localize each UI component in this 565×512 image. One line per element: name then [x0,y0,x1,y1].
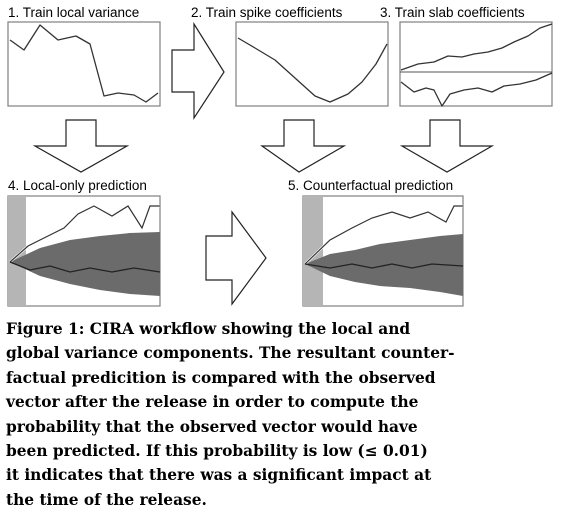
caption-line: the time of the release. [6,488,560,512]
caption-text: CIRA workflow showing the local and [90,320,410,338]
caption-line: it indicates that there was a significan… [6,463,560,487]
caption-line: vector after the release in order to com… [6,390,560,414]
panel-1-plot [8,22,160,106]
right-arrow-icon [206,212,266,304]
panel-1-title: 1. Train local variance [8,5,139,20]
down-arrow-icon [402,120,492,172]
caption-line: Figure 1: CIRA workflow showing the loca… [6,317,560,341]
panel-5-title: 5. Counterfactual prediction [288,178,453,193]
caption-line: probability that the observed vector wou… [6,415,560,439]
panel-5-plot [303,196,463,306]
panel-3-title: 3. Train slab coefficients [380,5,525,20]
workflow-figure: 1. Train local variance 2. Train spike c… [0,0,565,320]
panel-2-title: 2. Train spike coefficients [191,5,343,20]
panel-4-title: 4. Local-only prediction [8,178,147,193]
panel-2-plot [236,22,388,106]
figure-label: Figure 1: [6,320,84,338]
panel-4-plot [8,196,160,306]
panel-3-plot [400,22,552,106]
down-arrow-icon [262,120,344,172]
down-arrow-icon [35,120,127,172]
caption-line: been predicted. If this probability is l… [6,439,560,463]
right-arrow-icon [172,24,224,118]
caption-line: factual predicition is compared with the… [6,366,560,390]
caption-line: global variance components. The resultan… [6,341,560,365]
figure-caption: Figure 1: CIRA workflow showing the loca… [6,317,560,512]
